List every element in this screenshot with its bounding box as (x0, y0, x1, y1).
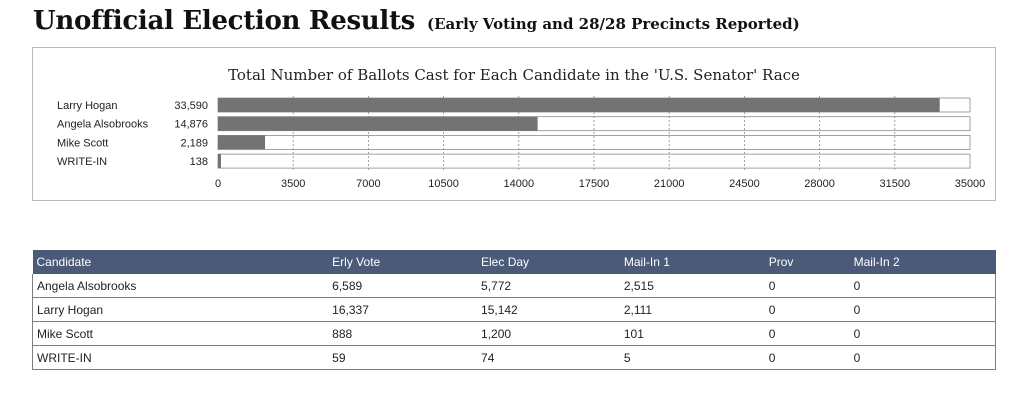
table-row: WRITE-IN 59 74 5 0 0 (32, 345, 996, 370)
cell-mail-in-1: 101 (619, 321, 765, 346)
bar-angela-alsobrooks (218, 116, 538, 131)
table-row: Angela Alsobrooks 6,589 5,772 2,515 0 0 (32, 274, 996, 298)
column-header-candidate: Candidate (32, 250, 329, 274)
bar-write-in (218, 154, 221, 169)
cell-early-vote: 16,337 (328, 297, 478, 322)
page-title-text: Unofficial Election Results (33, 6, 416, 36)
x-tick-label: 14000 (504, 178, 535, 190)
results-table: Candidate Erly Vote Elec Day Mail-In 1 P… (32, 250, 996, 370)
bar-mike-scott (218, 135, 266, 150)
cell-provisional: 0 (764, 345, 850, 370)
cell-mail-in-1: 5 (619, 345, 765, 370)
value-label: 14,876 (174, 119, 208, 131)
column-header-election-day: Elec Day (477, 250, 620, 274)
chart-bars (217, 97, 971, 169)
cell-mail-in-2: 0 (849, 321, 996, 346)
cell-mail-in-1: 2,111 (619, 297, 765, 322)
ballots-chart-svg: Total Number of Ballots Cast for Each Ca… (57, 66, 985, 190)
cell-mail-in-1: 2,515 (619, 274, 765, 298)
chart-title: Total Number of Ballots Cast for Each Ca… (228, 66, 800, 84)
category-label: Angela Alsobrooks (57, 119, 149, 131)
x-tick-label: 24500 (729, 178, 760, 190)
value-label: 2,189 (180, 137, 208, 149)
cell-early-vote: 888 (328, 321, 478, 346)
cell-early-vote: 6,589 (328, 274, 478, 298)
ballots-chart: Total Number of Ballots Cast for Each Ca… (32, 47, 996, 201)
page-subtitle: (Early Voting and 28/28 Precincts Report… (427, 15, 800, 33)
column-header-mail-in-2: Mail-In 2 (849, 250, 996, 274)
x-tick-label: 28000 (804, 178, 835, 190)
column-header-mail-in-1: Mail-In 1 (619, 250, 765, 274)
category-label: WRITE-IN (57, 156, 107, 168)
x-tick-label: 3500 (281, 178, 305, 190)
x-tick-label: 10500 (428, 178, 459, 190)
cell-election-day: 15,142 (477, 297, 620, 322)
value-label: 138 (190, 156, 208, 168)
table-header-row: Candidate Erly Vote Elec Day Mail-In 1 P… (32, 250, 996, 274)
category-label: Mike Scott (57, 137, 108, 149)
cell-mail-in-2: 0 (849, 297, 996, 322)
x-tick-label: 35000 (955, 178, 986, 190)
bar-larry-hogan (218, 98, 940, 112)
cell-early-vote: 59 (328, 345, 478, 370)
cell-provisional: 0 (764, 321, 850, 346)
cell-candidate: Angela Alsobrooks (32, 274, 329, 298)
cell-election-day: 74 (477, 345, 620, 370)
chart-labels: Larry Hogan 33,590 Angela Alsobrooks 14,876… (57, 100, 208, 168)
chart-x-ticks: 0 3500 7000 10500 14000 17500 21000 24500 28000 3… (215, 178, 985, 190)
x-tick-label: 31500 (880, 178, 911, 190)
cell-candidate: WRITE-IN (32, 345, 329, 370)
cell-candidate: Larry Hogan (32, 297, 329, 322)
table-row: Larry Hogan 16,337 15,142 2,111 0 0 (32, 297, 996, 322)
cell-provisional: 0 (764, 274, 850, 298)
column-header-provisional: Prov (764, 250, 850, 274)
x-tick-label: 0 (215, 178, 221, 190)
category-label: Larry Hogan (57, 100, 118, 112)
page-title: Unofficial Election Results (Early Voting… (33, 6, 800, 36)
cell-mail-in-2: 0 (849, 345, 996, 370)
x-tick-label: 17500 (579, 178, 610, 190)
cell-candidate: Mike Scott (32, 321, 329, 346)
x-tick-label: 21000 (654, 178, 685, 190)
x-tick-label: 7000 (356, 178, 380, 190)
cell-election-day: 1,200 (477, 321, 620, 346)
table-row: Mike Scott 888 1,200 101 0 0 (32, 321, 996, 346)
cell-provisional: 0 (764, 297, 850, 322)
cell-election-day: 5,772 (477, 274, 620, 298)
cell-mail-in-2: 0 (849, 274, 996, 298)
value-label: 33,590 (174, 100, 208, 112)
column-header-early-vote: Erly Vote (328, 250, 478, 274)
